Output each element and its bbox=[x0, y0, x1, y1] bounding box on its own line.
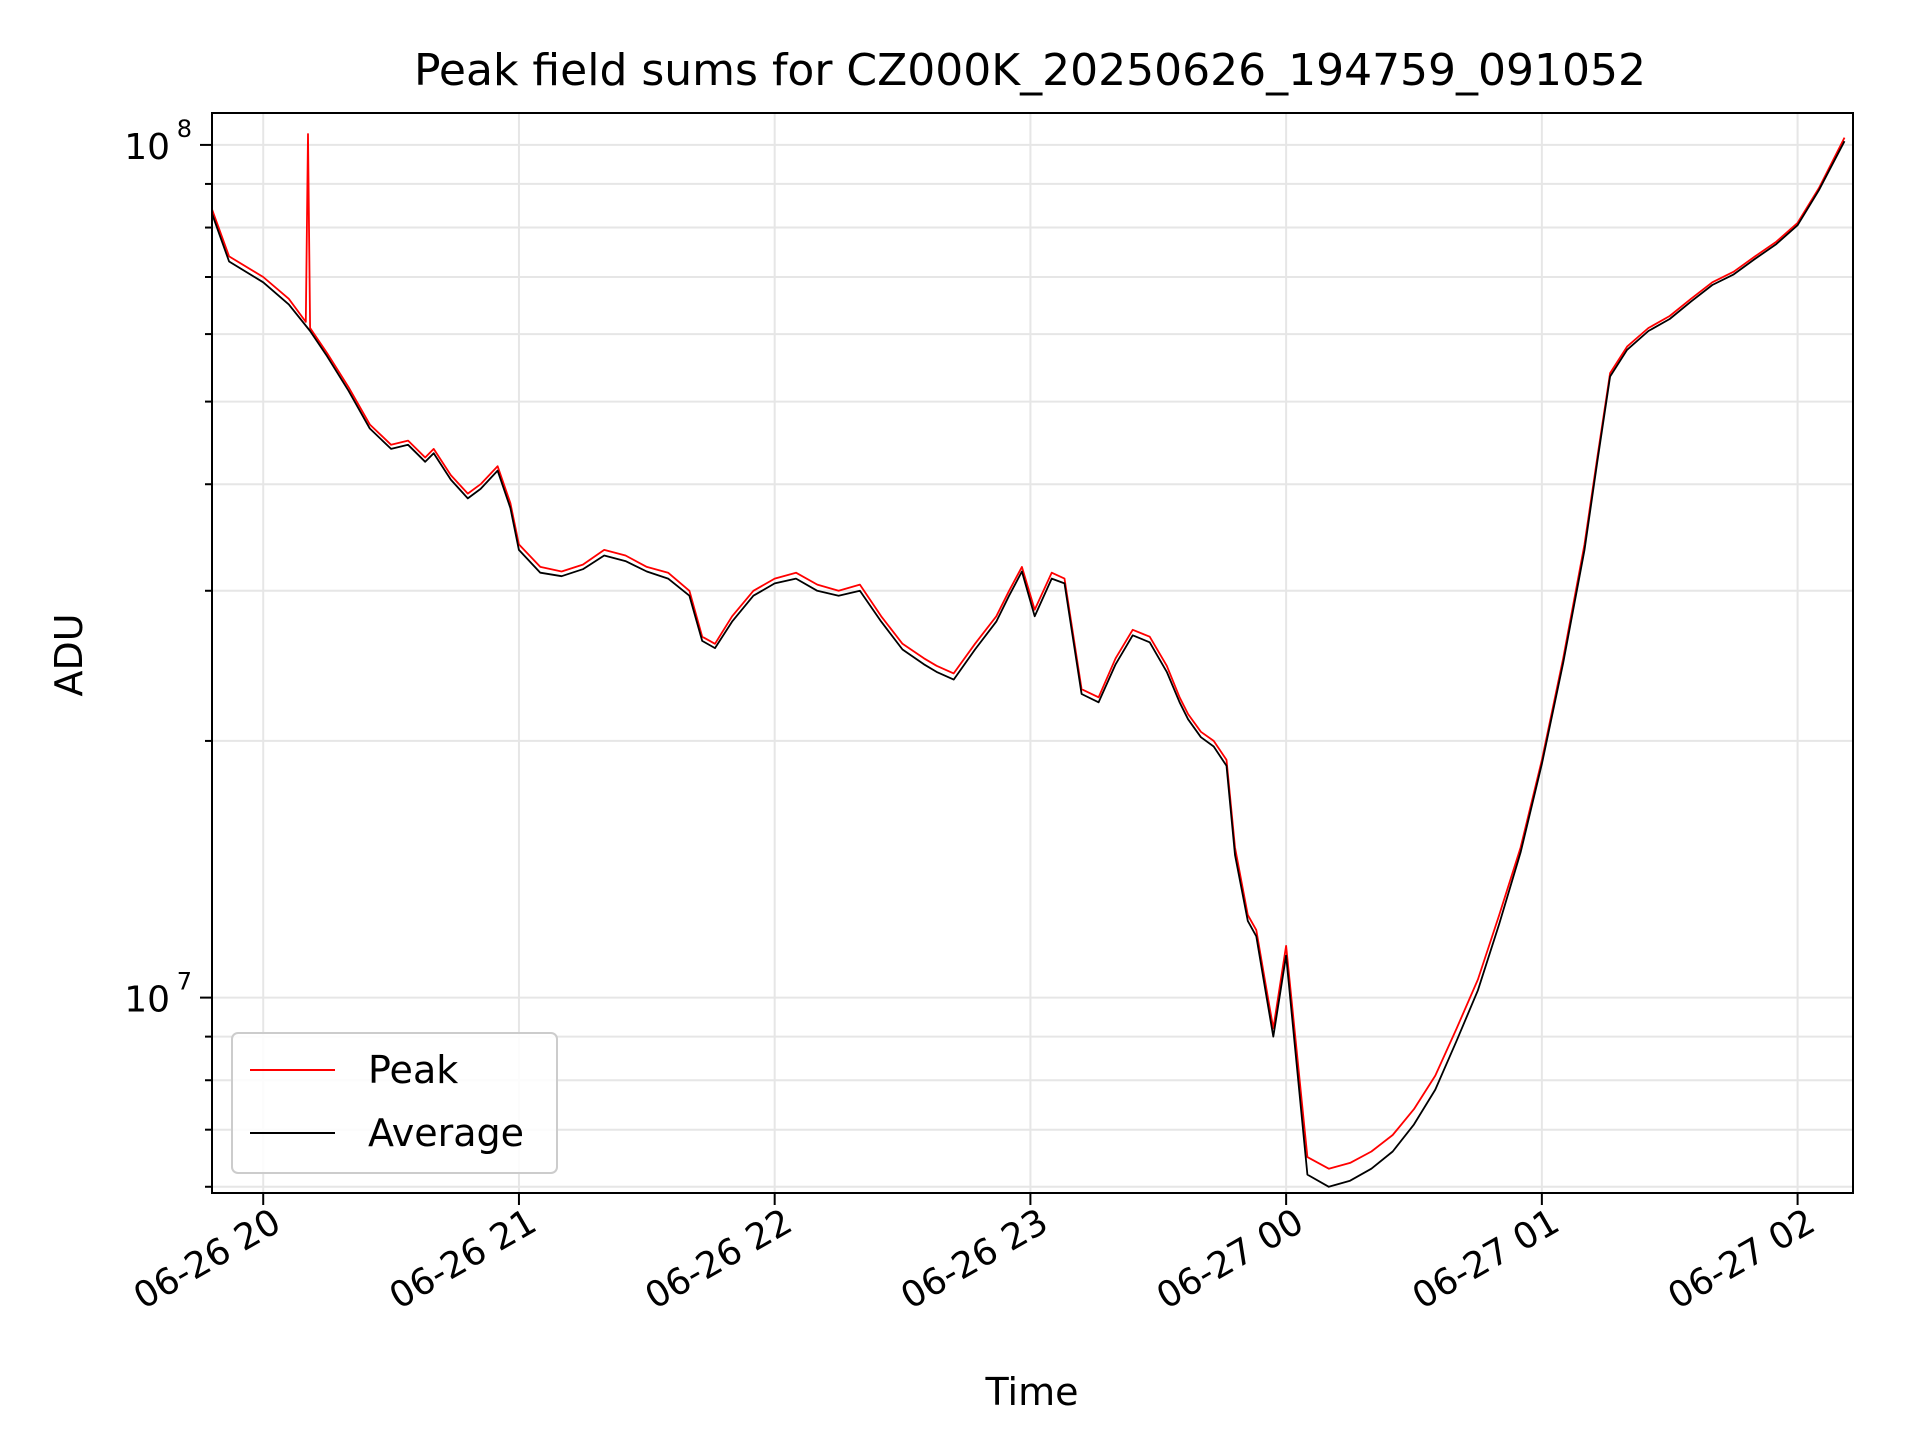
x-tick-label-3: 06-26 23 bbox=[894, 1201, 1055, 1317]
x-tick-label-5: 06-27 01 bbox=[1406, 1201, 1567, 1317]
x-tick-label-4: 06-27 00 bbox=[1150, 1201, 1311, 1317]
x-axis: 06-26 20 06-26 21 06-26 22 06-26 23 06-27 00… bbox=[127, 1193, 1822, 1318]
legend-label-peak: Peak bbox=[368, 1048, 458, 1092]
x-axis-label: Time bbox=[985, 1370, 1079, 1414]
series-line-average bbox=[211, 140, 1846, 1188]
y-tick-label-1: 10 bbox=[124, 127, 170, 168]
legend: Peak Average bbox=[231, 1032, 558, 1174]
legend-box bbox=[231, 1032, 558, 1174]
y-tick-label-0: 10 bbox=[124, 980, 170, 1021]
series-line-peak bbox=[211, 133, 1846, 1170]
x-tick-label-2: 06-26 22 bbox=[639, 1201, 800, 1317]
x-tick-label-1: 06-26 21 bbox=[383, 1201, 544, 1317]
x-tick-label-6: 06-27 02 bbox=[1661, 1201, 1822, 1317]
chart-title: Peak field sums for CZ000K_20250626_1947… bbox=[414, 45, 1646, 96]
grid-lines bbox=[212, 113, 1853, 1193]
plot-series bbox=[211, 133, 1846, 1188]
y-tick-exponent-1: 8 bbox=[177, 115, 192, 143]
y-axis-label: ADU bbox=[47, 613, 91, 696]
x-tick-label-0: 06-26 20 bbox=[127, 1201, 288, 1317]
legend-label-average: Average bbox=[368, 1111, 524, 1155]
y-tick-exponent-0: 7 bbox=[177, 968, 192, 996]
plot-frame bbox=[211, 112, 1854, 1194]
